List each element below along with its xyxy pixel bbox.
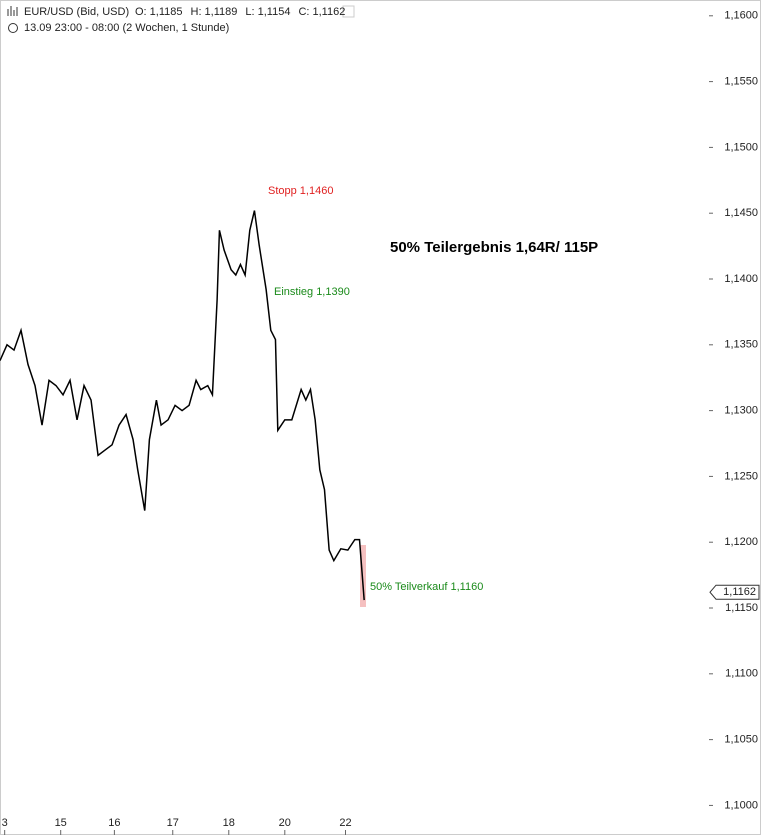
x-tick-label: 20: [279, 817, 291, 829]
chart-icon: [7, 6, 18, 16]
annotation: 50% Teilverkauf 1,1160: [370, 581, 483, 593]
annotation: Stopp 1,1460: [268, 185, 333, 197]
y-tick-label: 1,1300: [724, 405, 758, 417]
settings-icon[interactable]: [342, 5, 355, 18]
ohlc-label: H: 1,1189: [191, 6, 238, 18]
y-tick-label: 1,1350: [724, 339, 758, 351]
x-tick-label: 15: [55, 817, 67, 829]
x-tick-label: 3: [2, 817, 8, 829]
y-tick-label: 1,1450: [724, 207, 758, 219]
x-tick-label: 22: [339, 817, 351, 829]
ohlc-label: C: 1,1162: [298, 6, 345, 18]
price-line: [0, 210, 365, 601]
last-price-marker: [709, 584, 760, 600]
ohlc-label: L: 1,1154: [245, 6, 290, 18]
y-tick-label: 1,1500: [724, 141, 758, 153]
y-tick-label: 1,1200: [724, 536, 758, 548]
clock-icon: [8, 23, 18, 33]
subtitle: 13.09 23:00 - 08:00 (2 Wochen, 1 Stunde): [24, 22, 229, 34]
annotation: 50% Teilergebnis 1,64R/ 115P: [390, 239, 598, 256]
annotation: Einstieg 1,1390: [274, 286, 350, 298]
x-tick-label: 17: [167, 817, 179, 829]
y-tick-label: 1,1550: [724, 76, 758, 88]
y-tick-label: 1,1100: [725, 668, 758, 680]
y-tick-label: 1,1400: [724, 273, 758, 285]
ohlc-label: O: 1,1185: [135, 6, 183, 18]
x-tick-label: 18: [223, 817, 235, 829]
last-price-label: 1,1162: [723, 586, 756, 598]
y-tick-label: 1,1600: [724, 10, 758, 22]
x-tick-label: 16: [108, 817, 120, 829]
y-tick-label: 1,1150: [725, 602, 758, 614]
y-tick-label: 1,1000: [724, 799, 758, 811]
symbol: EUR/USD (Bid, USD): [24, 6, 129, 18]
y-tick-label: 1,1250: [724, 470, 758, 482]
y-tick-label: 1,1050: [724, 734, 758, 746]
